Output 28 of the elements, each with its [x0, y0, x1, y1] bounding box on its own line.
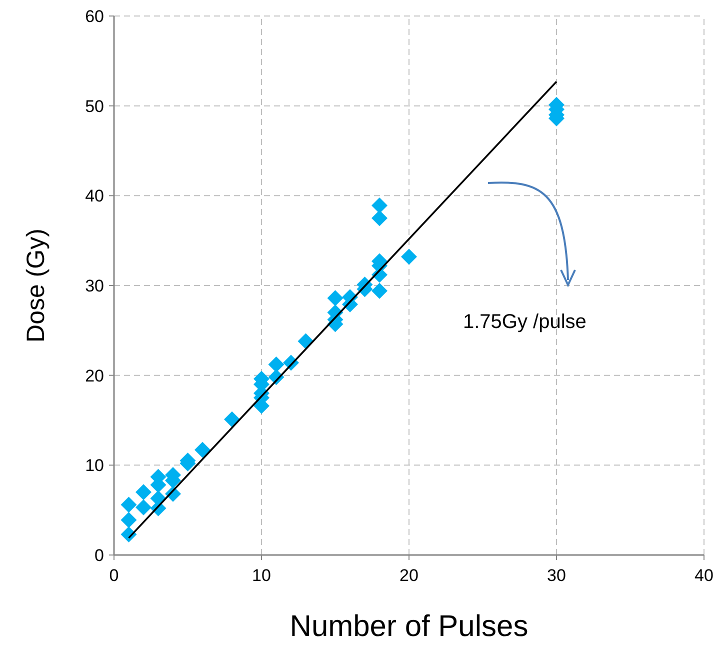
- x-tick-label: 30: [547, 566, 566, 585]
- y-tick-label: 30: [85, 276, 104, 296]
- annotation: 1.75Gy /pulse: [463, 311, 586, 333]
- point: [372, 198, 388, 214]
- point: [224, 411, 240, 428]
- point: [194, 442, 210, 458]
- y-tick-label: 10: [85, 456, 104, 476]
- point: [372, 282, 388, 299]
- point: [120, 496, 137, 513]
- y-tick-label: 60: [85, 7, 104, 26]
- y-tick-label: 50: [85, 96, 104, 116]
- x-tick-label: 20: [400, 566, 418, 585]
- x-tick-label: 10: [252, 566, 271, 585]
- y-tick-label: 40: [85, 186, 104, 206]
- x-tick-label: 40: [694, 566, 714, 585]
- y-tick-label: 0: [94, 546, 104, 565]
- y-axis-title: Dose (Gy): [22, 228, 50, 342]
- point: [327, 290, 344, 306]
- x-tick-label: 0: [109, 566, 119, 585]
- point: [120, 512, 137, 528]
- point: [298, 333, 314, 350]
- point: [136, 499, 152, 516]
- x-axis-title: Number of Pulses: [290, 610, 528, 643]
- point: [268, 356, 284, 373]
- point: [372, 210, 388, 226]
- point: [401, 248, 417, 265]
- y-tick-label: 20: [85, 366, 104, 386]
- point: [136, 484, 152, 500]
